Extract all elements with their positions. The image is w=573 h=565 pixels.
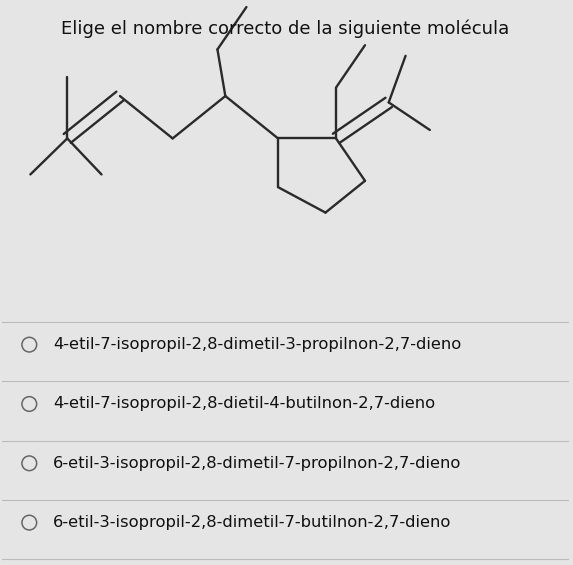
Text: 6-etil-3-isopropil-2,8-dimetil-7-propilnon-2,7-dieno: 6-etil-3-isopropil-2,8-dimetil-7-propiln…	[53, 456, 461, 471]
Text: 4-etil-7-isopropil-2,8-dimetil-3-propilnon-2,7-dieno: 4-etil-7-isopropil-2,8-dimetil-3-propiln…	[53, 337, 461, 352]
Text: 6-etil-3-isopropil-2,8-dimetil-7-butilnon-2,7-dieno: 6-etil-3-isopropil-2,8-dimetil-7-butilno…	[53, 515, 452, 530]
Text: Elige el nombre correcto de la siguiente molécula: Elige el nombre correcto de la siguiente…	[61, 20, 509, 38]
Text: 4-etil-7-isopropil-2,8-dietil-4-butilnon-2,7-dieno: 4-etil-7-isopropil-2,8-dietil-4-butilnon…	[53, 397, 435, 411]
